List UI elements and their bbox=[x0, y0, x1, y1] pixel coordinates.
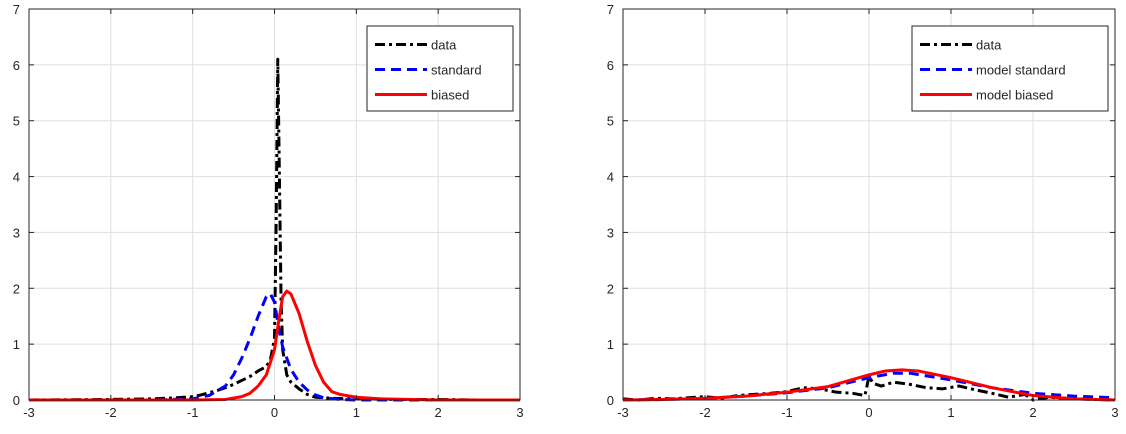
series-line-data bbox=[28, 57, 520, 402]
x-tick-label: 2 bbox=[1029, 405, 1036, 420]
legend-label: model biased bbox=[976, 88, 1053, 103]
y-tick-label: 5 bbox=[607, 114, 614, 129]
chart-1: -3 -2 -1 0 1 2 3 0 1 2 3 4 5 6 7 data standard biased bbox=[13, 2, 524, 420]
x-tick-label: 1 bbox=[353, 405, 360, 420]
legend: data model standard model biased bbox=[911, 25, 1109, 112]
x-tick-label: -2 bbox=[699, 405, 711, 420]
x-tick-label: 2 bbox=[435, 405, 442, 420]
y-tick-label: 6 bbox=[13, 58, 20, 73]
x-tick-label: -1 bbox=[187, 405, 199, 420]
legend-label: biased bbox=[431, 88, 469, 103]
x-tick-label: -2 bbox=[105, 405, 117, 420]
y-tick-label: 1 bbox=[13, 337, 20, 352]
y-tick-label: 4 bbox=[607, 170, 614, 185]
y-tick-label: 3 bbox=[13, 225, 20, 240]
y-tick-label: 5 bbox=[13, 114, 20, 129]
y-tick-label: 7 bbox=[13, 2, 20, 17]
x-tick-label: -1 bbox=[781, 405, 793, 420]
legend: data standard biased bbox=[366, 25, 514, 112]
legend-label: data bbox=[431, 38, 457, 53]
y-tick-label: 7 bbox=[607, 2, 614, 17]
x-tick-label: 1 bbox=[947, 405, 954, 420]
x-tick-label: -3 bbox=[617, 405, 629, 420]
series-line-biased bbox=[29, 289, 520, 402]
y-tick-label: 0 bbox=[13, 393, 20, 408]
x-tick-label: 0 bbox=[865, 405, 872, 420]
y-tick-label: 0 bbox=[607, 393, 614, 408]
x-tick-label: 0 bbox=[271, 405, 278, 420]
y-tick-label: 2 bbox=[13, 281, 20, 296]
y-tick-label: 1 bbox=[607, 337, 614, 352]
chart-2: -3 -2 -1 0 1 2 3 0 1 2 3 4 5 6 7 data model standard mode… bbox=[607, 2, 1119, 420]
y-tick-label: 2 bbox=[607, 281, 614, 296]
legend-label: data bbox=[976, 38, 1002, 53]
legend-label: standard bbox=[431, 63, 482, 78]
legend-label: model standard bbox=[976, 63, 1066, 78]
y-tick-label: 6 bbox=[607, 58, 614, 73]
y-tick-label: 3 bbox=[607, 225, 614, 240]
x-tick-label: -3 bbox=[23, 405, 35, 420]
y-tick-label: 4 bbox=[13, 170, 20, 185]
x-tick-label: 3 bbox=[1111, 405, 1118, 420]
series-line-model-biased bbox=[622, 368, 1116, 402]
x-tick-label: 3 bbox=[516, 405, 523, 420]
series-line-standard bbox=[29, 292, 520, 402]
